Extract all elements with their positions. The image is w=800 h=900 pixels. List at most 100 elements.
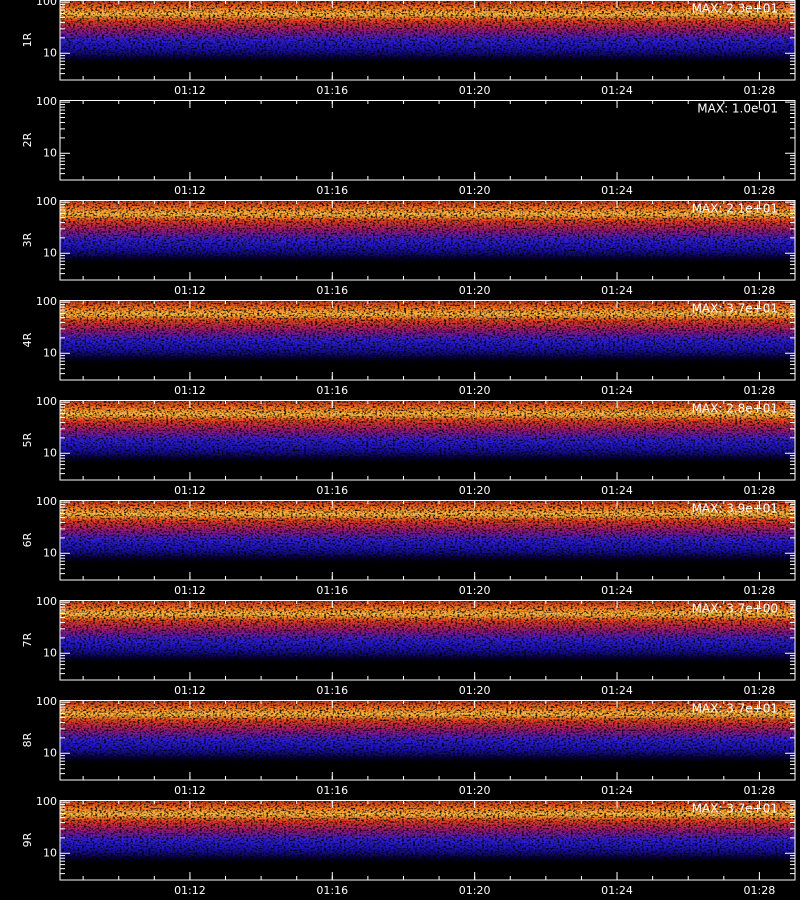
- axis-frame: [59, 500, 796, 581]
- x-tick-label: 01:16: [316, 884, 348, 897]
- x-tick-label: 01:24: [601, 784, 633, 797]
- x-tick-label: 01:20: [459, 784, 491, 797]
- x-tick-label: 01:28: [744, 184, 776, 197]
- x-tick-label: 01:12: [174, 884, 206, 897]
- spectrogram: [60, 200, 795, 280]
- axis-frame: [59, 200, 796, 281]
- annotation: MAX: 3.7e+01: [692, 302, 778, 316]
- y-axis-label: 3R: [21, 232, 34, 247]
- x-tick-label: 01:16: [316, 184, 348, 197]
- y-axis-label: 9R: [21, 832, 34, 847]
- axis-frame: [59, 800, 796, 881]
- annotation: MAX: 3.7e+00: [692, 602, 778, 616]
- x-tick-label: 01:16: [316, 284, 348, 297]
- axis-frame: [59, 0, 796, 81]
- x-tick-label: 01:24: [601, 184, 633, 197]
- x-tick-label: 01:20: [459, 484, 491, 497]
- x-tick-label: 01:28: [744, 884, 776, 897]
- x-tick-label: 01:12: [174, 784, 206, 797]
- y-tick-label: 10: [43, 546, 57, 559]
- y-tick-label: 100: [36, 795, 57, 808]
- axis-frame: [59, 100, 796, 181]
- x-tick-label: 01:24: [601, 684, 633, 697]
- x-tick-label: 01:20: [459, 884, 491, 897]
- x-tick-label: 01:20: [459, 684, 491, 697]
- x-tick-label: 01:24: [601, 284, 633, 297]
- y-tick-label: 10: [43, 46, 57, 59]
- y-axis-label: 4R: [21, 332, 34, 347]
- y-tick-label: 100: [36, 695, 57, 708]
- x-tick-label: 01:12: [174, 184, 206, 197]
- y-tick-label: 10: [43, 146, 57, 159]
- x-tick-label: 01:28: [744, 684, 776, 697]
- y-tick-label: 10: [43, 746, 57, 759]
- x-tick-label: 01:20: [459, 584, 491, 597]
- x-tick-label: 01:20: [459, 184, 491, 197]
- annotation: MAX: 3.7e+01: [692, 702, 778, 716]
- x-tick-label: 01:28: [744, 784, 776, 797]
- x-tick-label: 01:16: [316, 384, 348, 397]
- x-tick-label: 01:24: [601, 384, 633, 397]
- x-tick-label: 01:12: [174, 584, 206, 597]
- y-tick-label: 10: [43, 246, 57, 259]
- x-tick-label: 01:20: [459, 84, 491, 97]
- annotation: MAX: 1.0e-01: [697, 102, 778, 116]
- x-tick-label: 01:28: [744, 384, 776, 397]
- spectrogram: [60, 500, 795, 580]
- spectrogram: [60, 400, 795, 480]
- annotation: MAX: 3.7e+01: [692, 802, 778, 816]
- x-tick-label: 01:24: [601, 484, 633, 497]
- y-tick-label: 100: [36, 195, 57, 208]
- y-tick-label: 10: [43, 646, 57, 659]
- y-tick-label: 100: [36, 0, 57, 8]
- y-tick-label: 100: [36, 495, 57, 508]
- x-tick-label: 01:20: [459, 284, 491, 297]
- x-tick-label: 01:12: [174, 684, 206, 697]
- axis-frame: [59, 700, 796, 781]
- x-tick-label: 01:12: [174, 284, 206, 297]
- y-axis-label: 8R: [21, 732, 34, 747]
- x-tick-label: 01:24: [601, 84, 633, 97]
- y-axis-label: 5R: [21, 432, 34, 447]
- annotation: MAX: 2.3e+01: [692, 2, 778, 16]
- annotation: MAX: 2.1e+01: [692, 202, 778, 216]
- y-tick-label: 10: [43, 346, 57, 359]
- x-tick-label: 01:12: [174, 84, 206, 97]
- axis-frame: [59, 400, 796, 481]
- spectrogram: [60, 700, 795, 780]
- spectrogram: [60, 800, 795, 880]
- x-tick-label: 01:20: [459, 384, 491, 397]
- y-tick-label: 100: [36, 95, 57, 108]
- y-tick-label: 100: [36, 295, 57, 308]
- x-tick-label: 01:16: [316, 84, 348, 97]
- x-tick-label: 01:16: [316, 484, 348, 497]
- x-tick-label: 01:16: [316, 584, 348, 597]
- x-tick-label: 01:24: [601, 584, 633, 597]
- spectrogram: [60, 300, 795, 380]
- annotation: MAX: 3.9e+01: [692, 502, 778, 516]
- spectrogram: [60, 0, 795, 80]
- y-axis-label: 6R: [21, 532, 34, 547]
- x-tick-label: 01:28: [744, 284, 776, 297]
- x-tick-label: 01:12: [174, 384, 206, 397]
- y-tick-label: 10: [43, 846, 57, 859]
- x-tick-label: 01:16: [316, 784, 348, 797]
- axis-frame: [59, 300, 796, 381]
- y-tick-label: 100: [36, 395, 57, 408]
- y-tick-label: 10: [43, 446, 57, 459]
- x-tick-label: 01:24: [601, 884, 633, 897]
- x-tick-label: 01:28: [744, 84, 776, 97]
- annotation: MAX: 2.8e+01: [692, 402, 778, 416]
- x-tick-label: 01:16: [316, 684, 348, 697]
- spectrogram: [60, 600, 795, 680]
- x-tick-label: 01:28: [744, 484, 776, 497]
- y-axis-label: 2R: [21, 132, 34, 147]
- y-tick-label: 100: [36, 595, 57, 608]
- axis-frame: [59, 600, 796, 681]
- x-tick-label: 01:12: [174, 484, 206, 497]
- y-axis-label: 1R: [21, 32, 34, 47]
- y-axis-label: 7R: [21, 632, 34, 647]
- x-tick-label: 01:28: [744, 584, 776, 597]
